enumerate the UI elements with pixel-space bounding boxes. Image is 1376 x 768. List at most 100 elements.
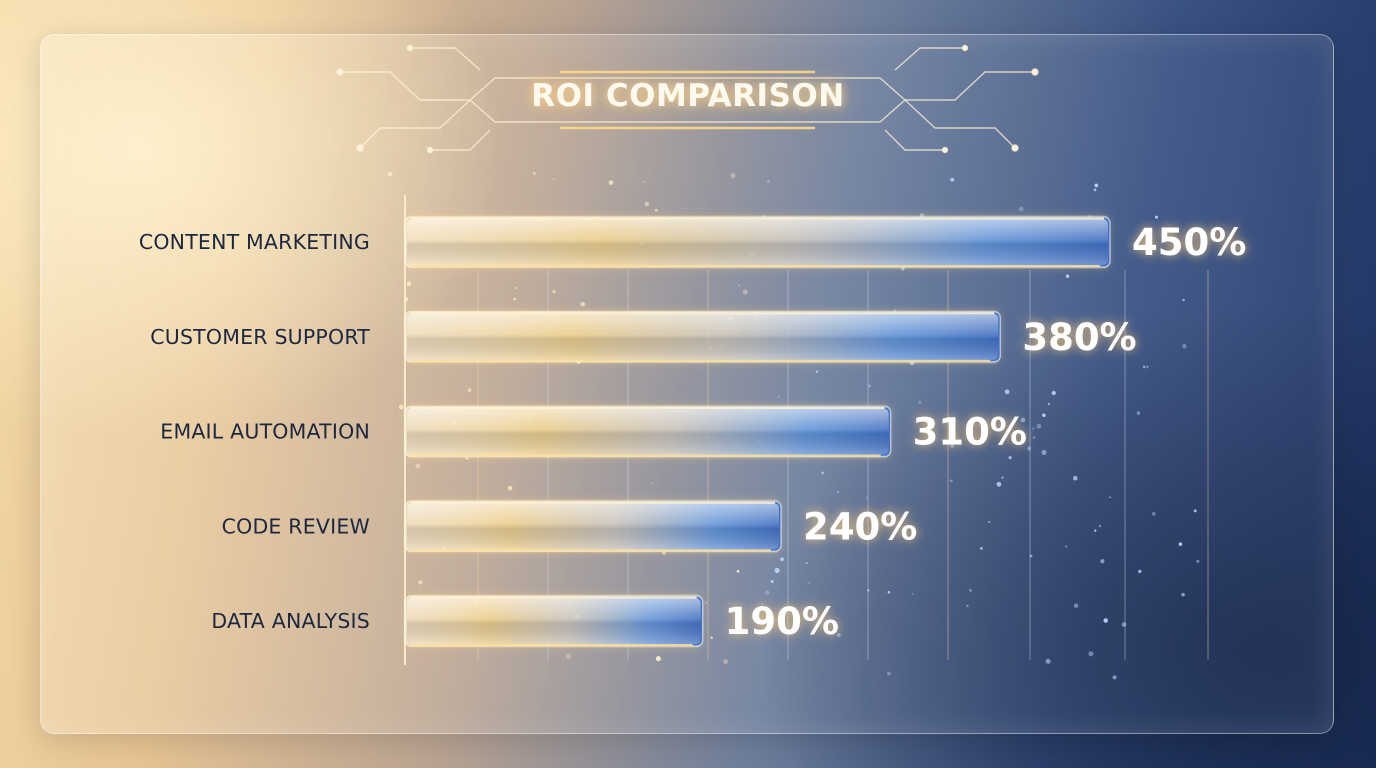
sparkle [949, 479, 953, 483]
sparkle [1094, 529, 1097, 532]
sparkle [1093, 188, 1097, 192]
sparkle [1029, 554, 1033, 558]
sparkle [736, 569, 740, 573]
category-label: DATA ANALYSIS [211, 609, 370, 633]
sparkle [1018, 206, 1024, 212]
sparkle [651, 482, 654, 484]
sparkle [1041, 449, 1047, 456]
sparkle [1088, 651, 1094, 657]
sparkle [988, 520, 991, 524]
sparkle [950, 177, 955, 182]
sparkle [723, 659, 728, 664]
value-label: 450% [1132, 221, 1246, 264]
sparkle [742, 289, 748, 295]
chart-title: ROI COMPARISON [531, 78, 845, 114]
sparkle [1004, 389, 1010, 395]
sparkle [1112, 675, 1117, 680]
sparkle [868, 384, 871, 388]
sparkle [966, 604, 969, 607]
sparkle [1142, 365, 1146, 369]
sparkle [821, 471, 824, 474]
value-label: 310% [913, 411, 1027, 454]
sparkle [515, 286, 518, 290]
sparkle [780, 557, 784, 562]
value-label: 190% [725, 600, 839, 643]
value-label: 380% [1022, 316, 1136, 359]
sparkle [1178, 542, 1183, 546]
sparkle [1182, 343, 1187, 349]
sparkle [1109, 496, 1111, 499]
sparkle [580, 301, 586, 307]
sparkle [552, 289, 556, 294]
sparkle [644, 201, 649, 207]
sparkle [918, 400, 922, 404]
sparkle [887, 590, 891, 594]
sparkle [1100, 559, 1105, 564]
sparkle [770, 580, 774, 583]
sparkle [387, 171, 393, 177]
sparkle [1103, 618, 1108, 623]
sparkle [1073, 603, 1079, 608]
sparkle [704, 601, 707, 604]
sparkle [969, 588, 972, 592]
category-label: CUSTOMER SUPPORT [150, 325, 370, 349]
sparkle [552, 178, 555, 181]
category-label: EMAIL AUTOMATION [160, 420, 370, 444]
sparkle [1065, 545, 1068, 548]
sparkle [1052, 332, 1056, 335]
sparkle [911, 592, 914, 595]
sparkle [777, 395, 780, 398]
sparkle [1036, 423, 1042, 429]
sparkle [1151, 511, 1156, 516]
sparkle [1193, 509, 1197, 513]
sparkle [1020, 417, 1026, 423]
sparkle [1032, 436, 1036, 439]
sparkle [642, 180, 645, 183]
sparkle [767, 180, 770, 183]
sparkle [996, 481, 1002, 487]
sparkle [1032, 427, 1035, 430]
category-label: CODE REVIEW [222, 514, 370, 538]
sparkle [1072, 475, 1078, 481]
sparkle [865, 497, 868, 499]
bar-shine [407, 503, 779, 550]
category-label: CONTENT MARKETING [139, 230, 370, 254]
sparkle [1008, 456, 1012, 460]
sparkle [1042, 413, 1046, 417]
sparkle [1196, 559, 1200, 563]
sparkle [418, 580, 423, 585]
sparkle [950, 443, 954, 448]
sparkle [398, 404, 404, 410]
sparkle [887, 671, 891, 676]
bars-group [404, 215, 1111, 648]
sparkle [1098, 524, 1102, 528]
sparkle [1001, 476, 1004, 479]
bar-shine [407, 598, 701, 644]
sparkle [1016, 443, 1019, 446]
sparkle [1027, 446, 1032, 451]
value-label: 240% [803, 505, 917, 548]
sparkle [1094, 183, 1099, 188]
sparkle [836, 491, 839, 494]
sparkle [513, 297, 516, 301]
sparkle [808, 582, 810, 584]
sparkle [710, 636, 713, 640]
sparkle [1065, 274, 1070, 278]
sparkle [415, 463, 421, 469]
category-labels: CONTENT MARKETING CUSTOMER SUPPORT EMAIL A… [139, 230, 370, 633]
sparkle [507, 485, 513, 491]
sparkle [1045, 658, 1051, 664]
sparkle [979, 546, 983, 550]
sparkle [765, 590, 770, 595]
sparkle [805, 562, 808, 565]
sparkle [1047, 403, 1050, 406]
sparkle [1146, 365, 1149, 368]
sparkle [1051, 390, 1056, 396]
sparkle [761, 602, 764, 605]
sparkle [738, 284, 741, 287]
sparkle [532, 171, 536, 175]
sparkle [1182, 298, 1185, 302]
sparkle [1181, 592, 1185, 597]
sparkle [774, 567, 780, 573]
sparkle [1136, 411, 1141, 415]
